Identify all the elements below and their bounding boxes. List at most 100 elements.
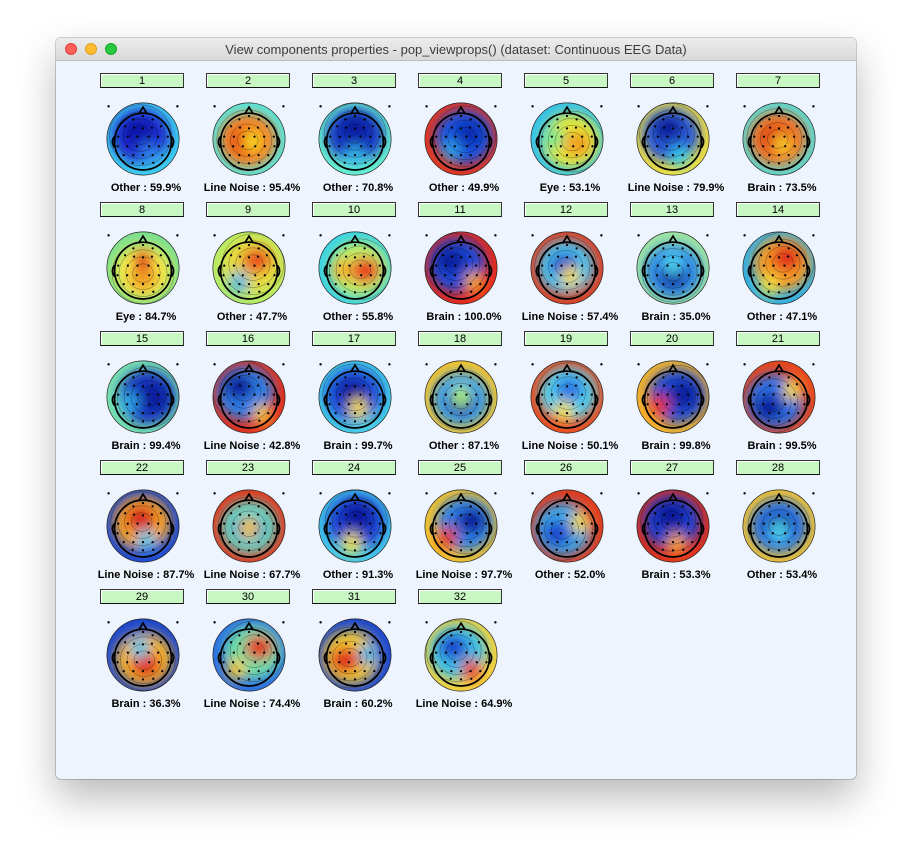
minimize-window-button[interactable] <box>85 43 97 55</box>
component-classification-label: Brain : 36.3% <box>111 698 181 710</box>
component-cell: 9 Other : 47.7% <box>204 196 300 325</box>
title-bar[interactable]: View components properties - pop_viewpro… <box>56 38 856 61</box>
component-cell: 6 Line Noise : 79.9% <box>628 67 724 196</box>
topoplot-map[interactable] <box>418 96 504 182</box>
topoplot-map[interactable] <box>630 96 716 182</box>
component-number-button[interactable]: 26 <box>524 460 608 475</box>
component-classification-label: Line Noise : 50.1% <box>521 440 619 452</box>
component-cell: 28 Other : 53.4% <box>734 454 830 583</box>
component-number-button[interactable]: 30 <box>206 589 290 604</box>
component-number-button[interactable]: 20 <box>630 331 714 346</box>
topoplot-map[interactable] <box>524 483 610 569</box>
component-number-button[interactable]: 14 <box>736 202 820 217</box>
topoplot-map[interactable] <box>100 354 186 440</box>
component-cell: 23 Line Noise : 67.7% <box>204 454 300 583</box>
component-classification-label: Other : 52.0% <box>534 569 606 581</box>
component-cell: 12 Line Noise : 57.4% <box>522 196 618 325</box>
component-cell: 19 Line Noise : 50.1% <box>522 325 618 454</box>
component-cell: 15 Brain : 99.4% <box>98 325 194 454</box>
topoplot-map[interactable] <box>418 354 504 440</box>
component-cell: 32 Line Noise : 64.9% <box>416 583 512 712</box>
window-title: View components properties - pop_viewpro… <box>225 42 687 57</box>
topoplot-map[interactable] <box>312 354 398 440</box>
topoplot-map[interactable] <box>736 354 822 440</box>
maximize-window-button[interactable] <box>105 43 117 55</box>
component-classification-label: Other : 70.8% <box>322 182 394 194</box>
component-classification-label: Line Noise : 67.7% <box>203 569 301 581</box>
component-number-button[interactable]: 29 <box>100 589 184 604</box>
component-cell: 24 Other : 91.3% <box>310 454 406 583</box>
component-cell: 16 Line Noise : 42.8% <box>204 325 300 454</box>
component-classification-label: Line Noise : 74.4% <box>203 698 301 710</box>
topoplot-map[interactable] <box>100 483 186 569</box>
component-number-button[interactable]: 8 <box>100 202 184 217</box>
component-cell: 27 Brain : 53.3% <box>628 454 724 583</box>
component-number-button[interactable]: 23 <box>206 460 290 475</box>
topoplot-map[interactable] <box>736 96 822 182</box>
component-number-button[interactable]: 10 <box>312 202 396 217</box>
topoplot-map[interactable] <box>206 225 292 311</box>
topoplot-map[interactable] <box>312 225 398 311</box>
component-cell: 31 Brain : 60.2% <box>310 583 406 712</box>
topoplot-map[interactable] <box>206 354 292 440</box>
topoplot-map[interactable] <box>312 96 398 182</box>
component-number-button[interactable]: 6 <box>630 73 714 88</box>
topoplot-map[interactable] <box>524 96 610 182</box>
component-number-button[interactable]: 9 <box>206 202 290 217</box>
component-classification-label: Brain : 99.8% <box>641 440 711 452</box>
component-classification-label: Brain : 99.5% <box>747 440 817 452</box>
component-number-button[interactable]: 31 <box>312 589 396 604</box>
component-classification-label: Brain : 53.3% <box>641 569 711 581</box>
topoplot-map[interactable] <box>100 225 186 311</box>
topoplot-map[interactable] <box>524 225 610 311</box>
topoplot-map[interactable] <box>630 354 716 440</box>
topoplot-map[interactable] <box>206 612 292 698</box>
component-number-button[interactable]: 13 <box>630 202 714 217</box>
component-number-button[interactable]: 24 <box>312 460 396 475</box>
component-number-button[interactable]: 19 <box>524 331 608 346</box>
component-cell: 17 Brain : 99.7% <box>310 325 406 454</box>
component-number-button[interactable]: 1 <box>100 73 184 88</box>
topoplot-map[interactable] <box>736 483 822 569</box>
topoplot-map[interactable] <box>100 612 186 698</box>
topoplot-map[interactable] <box>630 483 716 569</box>
topoplot-map[interactable] <box>418 225 504 311</box>
component-number-button[interactable]: 5 <box>524 73 608 88</box>
component-number-button[interactable]: 16 <box>206 331 290 346</box>
component-number-button[interactable]: 3 <box>312 73 396 88</box>
component-number-button[interactable]: 28 <box>736 460 820 475</box>
component-cell: 7 Brain : 73.5% <box>734 67 830 196</box>
component-number-button[interactable]: 17 <box>312 331 396 346</box>
component-number-button[interactable]: 12 <box>524 202 608 217</box>
component-number-button[interactable]: 21 <box>736 331 820 346</box>
component-classification-label: Line Noise : 42.8% <box>203 440 301 452</box>
close-window-button[interactable] <box>65 43 77 55</box>
component-classification-label: Brain : 35.0% <box>641 311 711 323</box>
component-number-button[interactable]: 7 <box>736 73 820 88</box>
topoplot-map[interactable] <box>206 483 292 569</box>
component-cell: 14 Other : 47.1% <box>734 196 830 325</box>
topoplot-map[interactable] <box>312 612 398 698</box>
component-classification-label: Brain : 99.7% <box>323 440 393 452</box>
component-number-button[interactable]: 27 <box>630 460 714 475</box>
component-number-button[interactable]: 22 <box>100 460 184 475</box>
topoplot-map[interactable] <box>418 612 504 698</box>
topoplot-map[interactable] <box>630 225 716 311</box>
component-number-button[interactable]: 32 <box>418 589 502 604</box>
component-classification-label: Other : 53.4% <box>746 569 818 581</box>
topoplot-map[interactable] <box>418 483 504 569</box>
component-classification-label: Line Noise : 57.4% <box>521 311 619 323</box>
topoplot-map[interactable] <box>524 354 610 440</box>
component-number-button[interactable]: 18 <box>418 331 502 346</box>
topoplot-map[interactable] <box>206 96 292 182</box>
component-number-button[interactable]: 25 <box>418 460 502 475</box>
component-classification-label: Brain : 73.5% <box>747 182 817 194</box>
component-number-button[interactable]: 4 <box>418 73 502 88</box>
topoplot-map[interactable] <box>312 483 398 569</box>
component-cell: 21 Brain : 99.5% <box>734 325 830 454</box>
component-number-button[interactable]: 2 <box>206 73 290 88</box>
component-number-button[interactable]: 15 <box>100 331 184 346</box>
topoplot-map[interactable] <box>736 225 822 311</box>
component-number-button[interactable]: 11 <box>418 202 502 217</box>
topoplot-map[interactable] <box>100 96 186 182</box>
